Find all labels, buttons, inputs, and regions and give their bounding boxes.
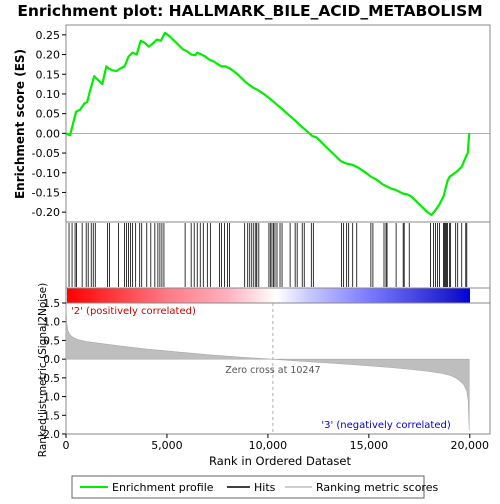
- rank-y-tick-label: -2.0: [40, 429, 61, 441]
- x-tick-label: 10,000: [249, 439, 288, 452]
- es-y-axis: -0.20 -0.15 -0.10 -0.05 0.00 0.05 0.10 0.15 0.20…: [32, 29, 66, 219]
- chart-title: Enrichment plot: HALLMARK_BILE_ACID_META…: [17, 2, 482, 20]
- rank-y-tick-label: -1.0: [40, 392, 61, 404]
- ranking-metric-series: [65, 304, 470, 431]
- es-y-axis-label: Enrichment score (ES): [13, 49, 27, 199]
- rank-y-tick-label: -0.5: [40, 373, 61, 385]
- es-y-tick-label: -0.20: [32, 206, 60, 219]
- x-tick-label: 15,000: [350, 439, 389, 452]
- legend-entry-hits: Hits: [254, 481, 276, 494]
- rank-y-tick-label: 1.0: [43, 317, 60, 329]
- es-y-tick-label: 0.20: [36, 49, 61, 62]
- x-tick-label: 20,000: [451, 439, 490, 452]
- rank-y-axis-label: Ranked list metric (Signal2Noise): [37, 283, 49, 458]
- x-axis-label: Rank in Ordered Dataset: [209, 454, 352, 468]
- zero-cross-label: Zero cross at 10247: [225, 365, 320, 376]
- x-tick-label: 0: [63, 439, 70, 452]
- x-tick-label: 5,000: [151, 439, 183, 452]
- es-y-tick-label: -0.10: [32, 167, 60, 180]
- hits-panel-frame: [65, 221, 491, 289]
- legend-entry-enrichment-profile: Enrichment profile: [112, 481, 214, 494]
- rank-y-tick-label: 0.5: [43, 335, 60, 347]
- negative-correlation-label: '3' (negatively correlated): [321, 420, 450, 431]
- es-y-tick-label: 0.10: [36, 88, 61, 101]
- legend: Enrichment profile Hits Ranking metric s…: [71, 475, 438, 499]
- rank-y-axis: -2.0 -1.5 -1.0 -0.5 0.0 0.5 1.0 1.5: [40, 298, 66, 441]
- enrichment-profile-series: [65, 31, 471, 217]
- rank-y-tick-label: 1.5: [43, 298, 60, 310]
- rank-y-tick-label: 0.0: [43, 354, 60, 366]
- positive-correlation-label: '2' (positively correlated): [71, 306, 196, 317]
- ranking-metric-area: [65, 304, 470, 431]
- es-y-tick-label: -0.05: [32, 147, 60, 160]
- hits-track: [68, 223, 468, 287]
- rank-color-bar: [67, 288, 470, 303]
- es-y-tick-label: 0.00: [36, 127, 61, 140]
- rank-y-tick-label: -1.5: [40, 410, 61, 422]
- es-y-tick-label: -0.15: [32, 186, 60, 199]
- es-y-tick-label: 0.25: [36, 29, 61, 42]
- x-axis: 0 5,000 10,000 15,000 20,000: [63, 434, 490, 452]
- es-y-tick-label: 0.05: [36, 108, 61, 121]
- es-y-tick-label: 0.15: [36, 68, 61, 81]
- legend-entry-ranking-metric-scores: Ranking metric scores: [316, 481, 438, 494]
- es-panel-frame: [65, 24, 491, 223]
- enrichment-profile-line: [65, 31, 471, 217]
